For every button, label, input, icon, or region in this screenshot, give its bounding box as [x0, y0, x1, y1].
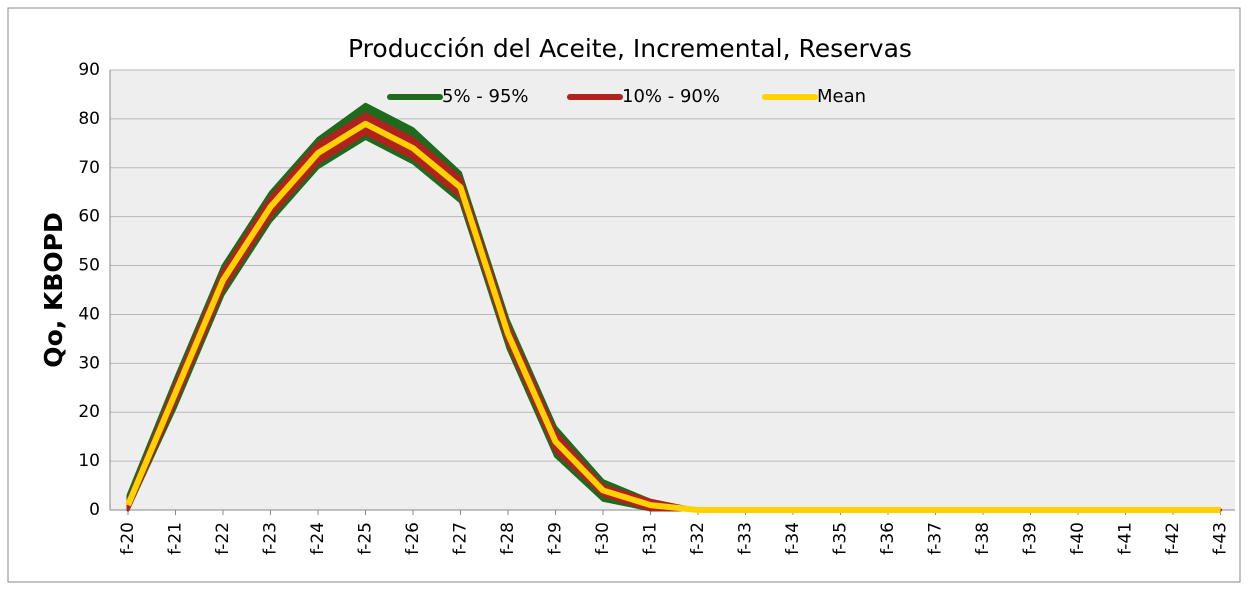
x-tick-label: f-20 [118, 522, 138, 555]
x-tick-label: f-29 [546, 522, 566, 555]
x-tick-label: f-26 [403, 522, 423, 555]
x-tick-label: f-22 [213, 522, 233, 555]
y-axis-label: Qo, KBOPD [39, 212, 68, 367]
x-tick-label: f-25 [356, 522, 376, 555]
x-tick-label: f-28 [498, 522, 518, 555]
x-tick-label: f-35 [831, 522, 851, 555]
y-tick-label: 40 [78, 304, 100, 324]
y-tick-label: 60 [78, 207, 100, 227]
x-tick-label: f-43 [1211, 522, 1231, 555]
x-tick-label: f-21 [166, 522, 186, 555]
x-tick-label: f-33 [736, 522, 756, 555]
x-tick-label: f-32 [688, 522, 708, 555]
x-tick-label: f-30 [593, 522, 613, 555]
y-tick-label: 70 [78, 158, 100, 178]
x-tick-label: f-37 [926, 522, 946, 555]
legend-label: Mean [817, 86, 866, 107]
x-tick-label: f-27 [451, 522, 471, 555]
plot-area [110, 70, 1235, 510]
y-tick-label: 0 [89, 500, 100, 520]
chart-title: Producción del Aceite, Incremental, Rese… [348, 34, 912, 63]
y-tick-label: 20 [78, 402, 100, 422]
x-tick-label: f-24 [308, 522, 328, 555]
legend-label: 5% - 95% [442, 86, 529, 107]
y-tick-label: 30 [78, 353, 100, 373]
y-tick-label: 50 [78, 256, 100, 276]
x-tick-label: f-36 [878, 522, 898, 555]
y-tick-label: 90 [78, 60, 100, 80]
x-tick-label: f-31 [641, 522, 661, 555]
x-tick-label: f-34 [783, 522, 803, 555]
x-tick-label: f-41 [1116, 522, 1136, 555]
y-tick-label: 80 [78, 109, 100, 129]
legend-label: 10% - 90% [622, 86, 720, 107]
y-tick-label: 10 [78, 451, 100, 471]
x-tick-label: f-39 [1021, 522, 1041, 555]
mean-line [125, 120, 1221, 513]
x-tick-label: f-38 [973, 522, 993, 555]
x-tick-label: f-23 [261, 522, 281, 555]
x-tick-label: f-40 [1068, 522, 1088, 555]
x-tick-label: f-42 [1163, 522, 1183, 555]
